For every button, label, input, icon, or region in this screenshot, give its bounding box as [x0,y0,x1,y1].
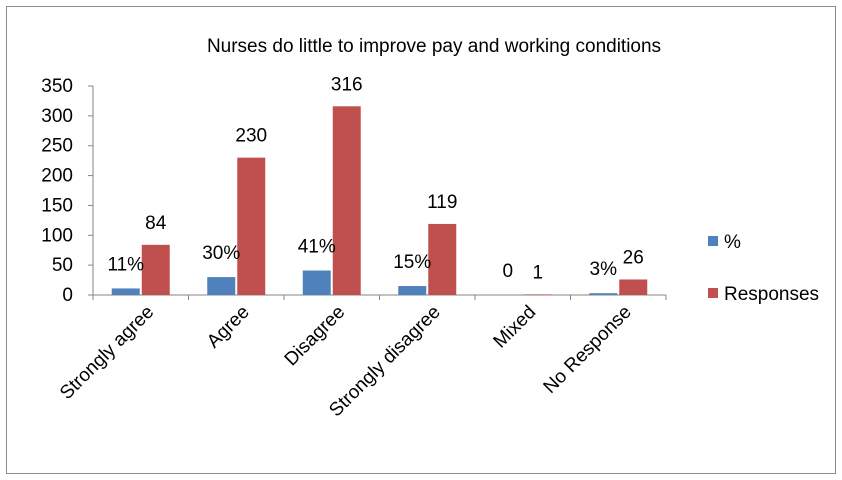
legend-swatch [708,288,718,298]
data-label: 119 [427,192,457,213]
data-label: 11% [107,254,144,275]
data-label: 0 [502,261,513,282]
bar-responses [332,106,361,295]
data-label: 30% [202,243,240,264]
bar-responses [141,244,170,295]
y-tick-label: 0 [62,285,73,306]
bar-responses [428,223,457,295]
y-tick-label: 50 [52,255,73,276]
legend-label: % [724,232,741,253]
chart-title: Nurses do little to improve pay and work… [207,36,661,57]
bar-responses [619,279,648,295]
bar-percent [302,270,331,295]
x-category-label: Mixed [490,302,541,353]
y-tick-label: 250 [41,136,73,157]
x-category-label: Strongly agree [56,302,158,404]
x-category-label: No Response [540,302,636,398]
data-label: 15% [393,252,431,273]
legend-swatch [708,236,718,246]
bar-percent [111,288,140,295]
chart-frame [6,6,836,474]
data-label: 3% [590,259,618,280]
x-category-label: Agree [203,302,254,353]
data-label: 84 [145,213,167,234]
bars [111,106,648,295]
y-tick-label: 150 [41,195,73,216]
bar-percent [589,293,618,295]
data-label: 26 [623,247,644,268]
bar-responses [237,157,266,295]
bar-responses [523,294,552,295]
data-label: 316 [331,74,363,95]
data-label: 1 [532,262,543,283]
x-category-label: Disagree [281,302,350,371]
y-tick-label: 100 [41,225,73,246]
bar-percent [207,277,236,295]
y-tick-label: 300 [41,106,73,127]
y-tick-label: 350 [41,76,73,97]
data-label: 230 [235,126,267,147]
bar-percent [398,286,427,295]
data-label: 41% [298,237,336,258]
data-labels: 11% 30% 41% 15% 0 3% 84 230 316 119 1 26 [107,74,643,283]
legend-label: Responses [724,284,819,305]
legend: % Responses [708,232,819,305]
y-tick-label: 200 [41,166,73,187]
